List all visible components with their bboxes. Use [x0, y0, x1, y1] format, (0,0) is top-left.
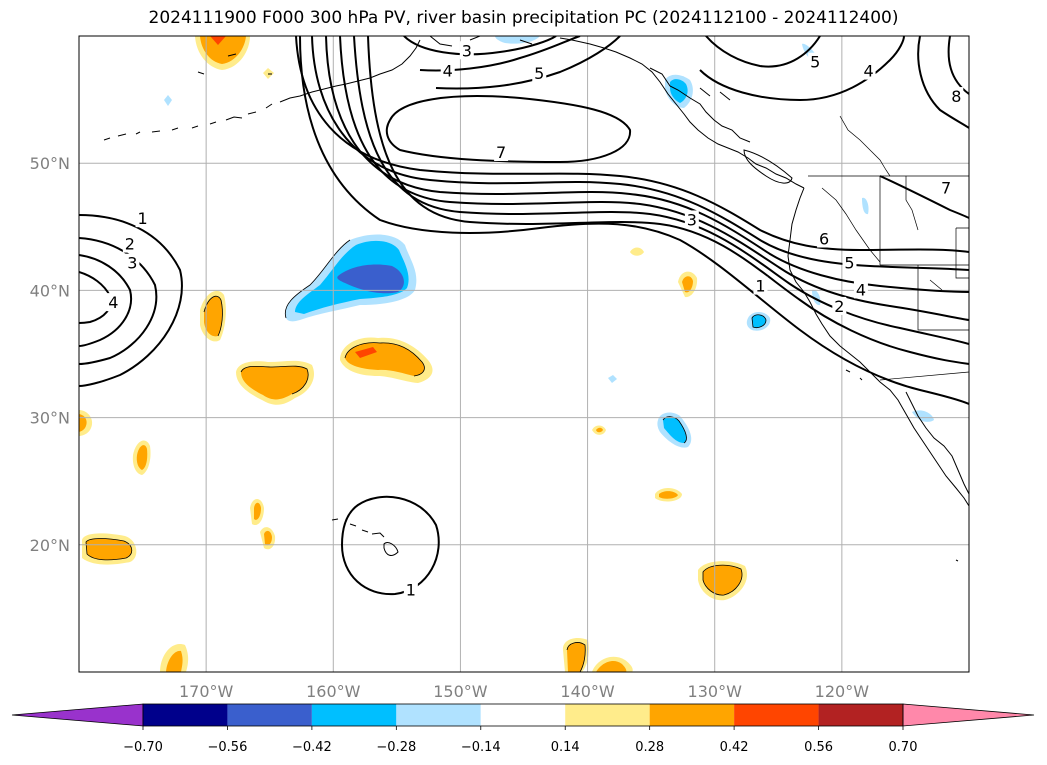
- contour-label-knockout: [494, 143, 509, 162]
- contour-label: 1: [755, 277, 765, 296]
- lon-tick-label: 160°W: [306, 682, 361, 701]
- contour-label: 5: [810, 53, 820, 72]
- colorbar-bin: [734, 704, 819, 726]
- contour-label: 6: [819, 230, 829, 249]
- colorbar-bin: [311, 704, 397, 726]
- lon-tick-label: 140°W: [560, 682, 615, 701]
- colorbar-bin: [565, 704, 650, 726]
- political-borders: [808, 115, 969, 381]
- colorbar-bin: [143, 704, 228, 726]
- contour-label-knockout: [842, 253, 857, 272]
- colorbar-tick-label: −0.70: [123, 740, 163, 755]
- contour-label-knockout: [532, 64, 547, 83]
- contour-label: 2: [834, 297, 844, 316]
- map-title: 2024111900 F000 300 hPa PV, river basin …: [148, 8, 899, 28]
- pv-contours: [79, 36, 969, 596]
- map-frame: [78, 35, 970, 673]
- contour-label-knockout: [853, 280, 868, 299]
- colorbar-bin: [649, 704, 735, 726]
- lat-tick-label: 20°N: [30, 536, 70, 555]
- colorbar-tick-label: −0.14: [461, 740, 501, 755]
- contour-label-knockout: [753, 276, 768, 295]
- lat-tick-label: 40°N: [30, 281, 70, 300]
- contour-label-knockout: [817, 229, 832, 248]
- colorbar-extend-max: [902, 703, 1035, 727]
- contour-label: 4: [443, 62, 453, 81]
- contour-label-knockout: [861, 61, 876, 80]
- contour-label-knockout: [684, 210, 699, 229]
- lon-tick-label: 150°W: [433, 682, 488, 701]
- contour-label: 5: [534, 64, 544, 83]
- contour-label: 3: [687, 210, 697, 229]
- contour-label: 1: [406, 581, 416, 600]
- lon-tick-label: 170°W: [179, 682, 234, 701]
- contour-label-knockout: [125, 253, 140, 272]
- contour-label-knockout: [808, 52, 823, 71]
- colorbar-bin: [227, 704, 312, 726]
- lon-tick-label: 130°W: [688, 682, 743, 701]
- contour-label-knockout: [122, 234, 137, 253]
- lat-tick-label: 30°N: [30, 409, 70, 428]
- lat-tick-label: 50°N: [30, 154, 70, 173]
- coastlines: [103, 36, 969, 562]
- contour-label: 2: [125, 235, 135, 254]
- contour-label-knockout: [135, 209, 150, 228]
- colorbar-bin: [396, 704, 481, 726]
- precip-shading: [79, 36, 934, 672]
- contour-label: 1: [137, 209, 147, 228]
- contour-label-knockout: [832, 296, 847, 315]
- contour-label: 3: [462, 41, 472, 60]
- contour-label: 7: [941, 179, 951, 198]
- colorbar-tick-label: −0.28: [376, 740, 416, 755]
- colorbar-tick-label: 0.70: [889, 740, 918, 755]
- contour-label: 4: [108, 293, 118, 312]
- latitude-labels: 50°N 40°N 30°N 20°N: [30, 154, 70, 555]
- colorbar-tick-label: 0.28: [635, 740, 664, 755]
- contour-label: 3: [127, 254, 137, 273]
- contour-label: 4: [856, 280, 866, 299]
- lon-tick-label: 120°W: [815, 682, 870, 701]
- colorbar-tick-label: 0.42: [720, 740, 749, 755]
- contour-label-knockout: [939, 178, 954, 197]
- colorbar-bin: [818, 704, 903, 726]
- contour-label: 5: [844, 254, 854, 273]
- contour-label-knockout: [403, 580, 418, 599]
- colorbar-extend-min: [11, 703, 144, 727]
- contour-label-knockout: [106, 293, 121, 312]
- colorbar-tick-label: −0.42: [292, 740, 332, 755]
- colorbar-bin: [480, 704, 566, 726]
- contour-label: 8: [951, 87, 961, 106]
- contour-label: 7: [496, 143, 506, 162]
- contour-label: 4: [863, 62, 873, 81]
- colorbar-tick-label: −0.56: [208, 740, 248, 755]
- colorbar-tick-label: 0.14: [551, 740, 580, 755]
- colorbar-outline: [142, 703, 904, 727]
- colorbar: −0.70 −0.56 −0.42 −0.28 −0.14 0.14 0.28 0.42 0.5…: [11, 703, 1035, 755]
- contour-label-knockout: [459, 41, 474, 60]
- colorbar-tick-label: 0.56: [804, 740, 833, 755]
- longitude-labels: 170°W 160°W 150°W 140°W 130°W 120°W: [179, 682, 869, 701]
- contour-label-knockout: [949, 87, 964, 106]
- contour-label-knockout: [440, 61, 455, 80]
